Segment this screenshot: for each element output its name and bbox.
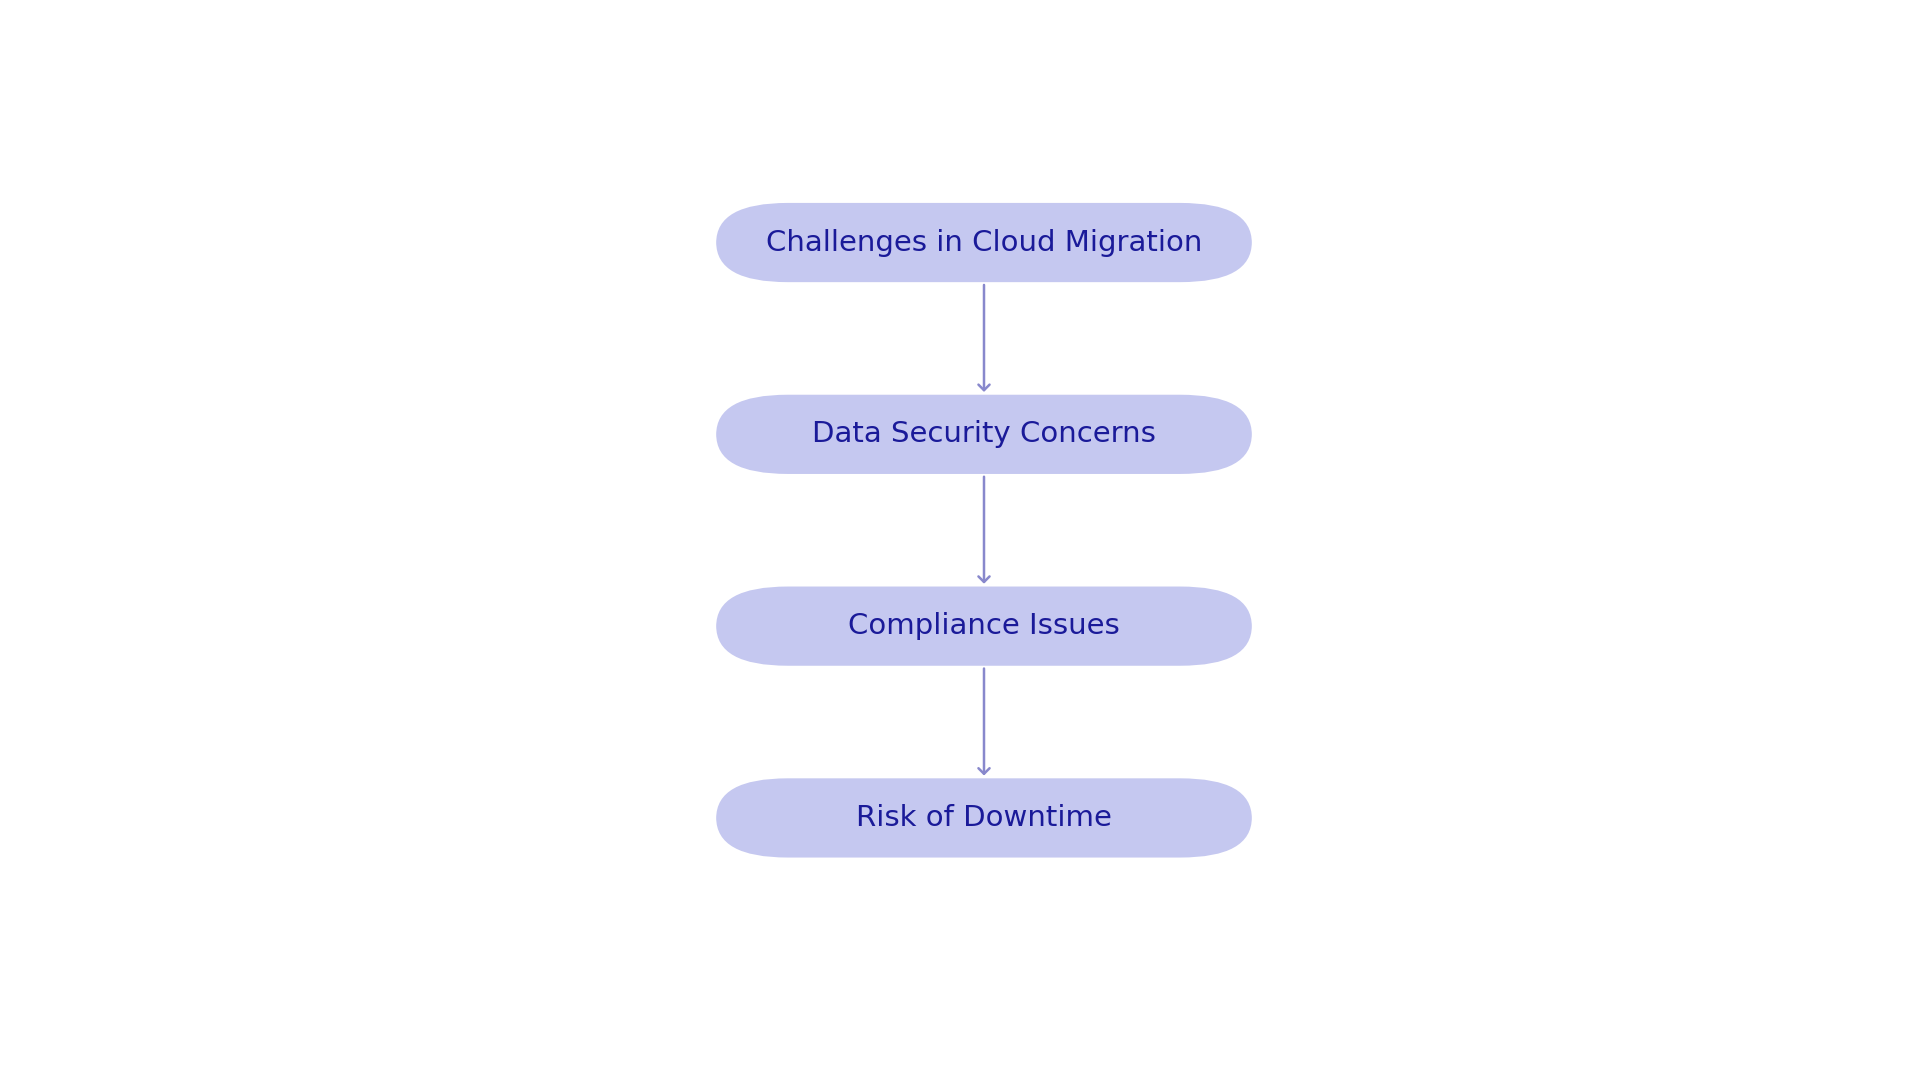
FancyBboxPatch shape	[716, 587, 1252, 666]
Text: Compliance Issues: Compliance Issues	[849, 612, 1119, 640]
Text: Data Security Concerns: Data Security Concerns	[812, 420, 1156, 448]
FancyBboxPatch shape	[716, 203, 1252, 283]
Text: Challenges in Cloud Migration: Challenges in Cloud Migration	[766, 229, 1202, 257]
Text: Risk of Downtime: Risk of Downtime	[856, 804, 1112, 832]
FancyBboxPatch shape	[716, 394, 1252, 474]
FancyBboxPatch shape	[716, 779, 1252, 858]
